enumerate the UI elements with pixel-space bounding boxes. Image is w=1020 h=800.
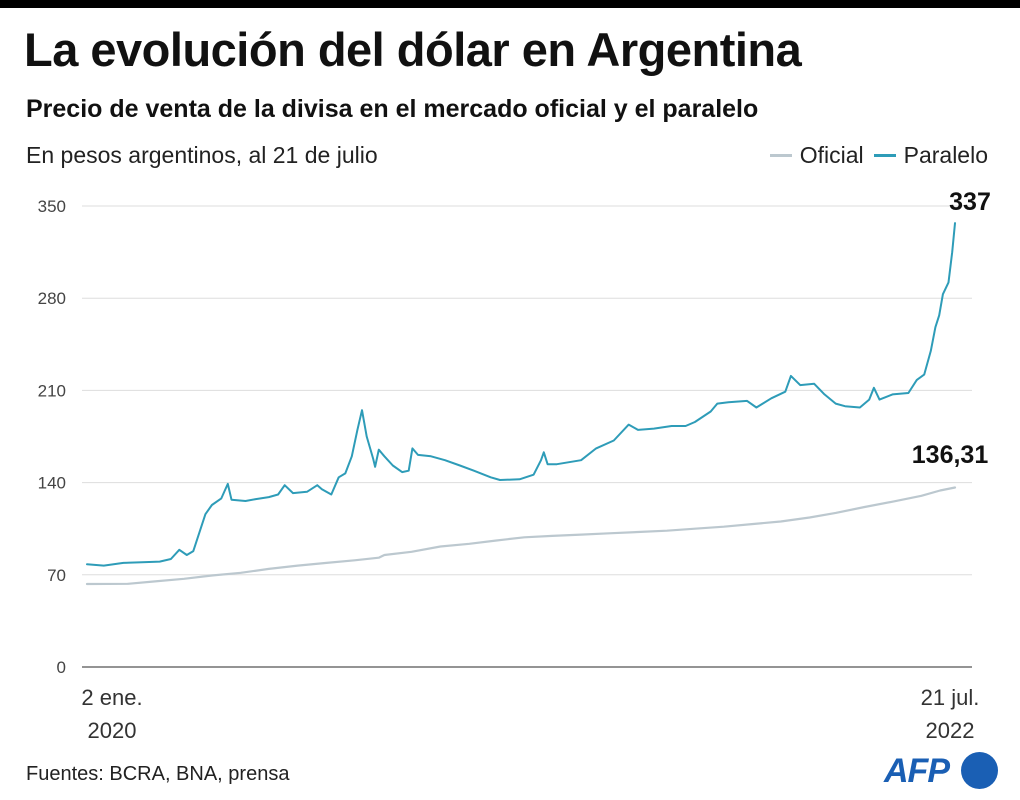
y-tick-label: 70 (47, 566, 66, 585)
end-value-label-paralelo: 337 (949, 188, 991, 216)
y-tick-label: 0 (57, 658, 66, 677)
top-rule (0, 0, 1020, 8)
line-chart: 0 70 140 210 280 350 2 ene. 2020 21 jul. 2022 136,… (38, 188, 991, 743)
y-tick-label: 350 (38, 197, 66, 216)
legend-swatch-paralelo (873, 154, 896, 157)
legend-label-oficial: Oficial (799, 142, 864, 168)
unit-note: En pesos argentinos, al 21 de julio (26, 142, 378, 168)
x-tick-label-year: 2022 (926, 718, 975, 743)
series-line-paralelo (86, 222, 956, 567)
chart-title: La evolución del dólar en Argentina (24, 23, 802, 76)
y-tick-label: 210 (38, 381, 66, 400)
legend: Oficial Paralelo (769, 142, 988, 169)
legend-label-paralelo: Paralelo (903, 142, 988, 168)
afp-logo-text: AFP (884, 752, 950, 790)
chart-subtitle: Precio de venta de la divisa en el merca… (26, 95, 759, 123)
source-note: Fuentes: BCRA, BNA, prensa (26, 763, 290, 785)
y-tick-label: 280 (38, 289, 66, 308)
legend-item-oficial: Oficial (769, 142, 864, 169)
x-tick-label: 2 ene. (81, 685, 142, 710)
afp-logo-dot (961, 752, 998, 789)
legend-item-paralelo: Paralelo (873, 142, 988, 169)
legend-swatch-oficial (769, 154, 792, 157)
y-tick-label: 140 (38, 474, 66, 493)
x-tick-label: 21 jul. (921, 685, 980, 710)
end-value-label-oficial: 136,31 (912, 441, 989, 469)
x-tick-label-year: 2020 (88, 718, 137, 743)
series-line-oficial (85, 486, 957, 586)
afp-logo: AFP (884, 750, 1002, 790)
